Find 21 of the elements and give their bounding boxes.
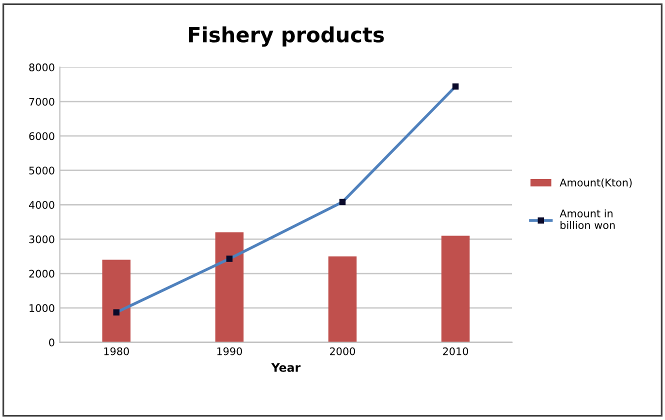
x-tick-label: 2000	[330, 347, 356, 356]
y-tick-label: 8000	[29, 63, 54, 72]
y-tick-label: 3000	[29, 235, 54, 244]
x-tick-label: 1990	[217, 347, 242, 356]
legend-label: Amount in billion won	[560, 209, 615, 230]
legend-label: Amount(Kton)	[560, 178, 632, 188]
y-tick-label: 0	[49, 338, 54, 346]
x-axis-title: Year	[271, 363, 301, 372]
chart-title: Fishery products	[188, 26, 384, 47]
bar	[102, 260, 131, 342]
x-tick-label: 2010	[443, 347, 468, 356]
x-tick-label: 1980	[104, 347, 129, 356]
y-tick-label: 6000	[29, 132, 54, 140]
y-tick-label: 7000	[29, 98, 54, 106]
y-tick-label: 1000	[30, 304, 54, 312]
bar	[328, 256, 357, 342]
bar	[215, 232, 244, 342]
y-tick-label: 5000	[29, 166, 54, 174]
y-tick-label: 2000	[29, 270, 54, 278]
y-tick-label: 4000	[28, 200, 54, 209]
bar	[441, 236, 470, 342]
